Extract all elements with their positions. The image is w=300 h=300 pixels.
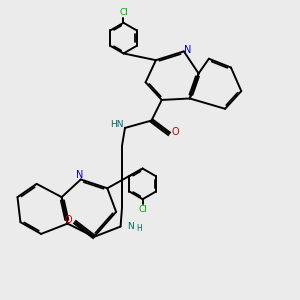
Text: N: N [184,45,191,55]
Text: Cl: Cl [138,205,147,214]
Text: H: H [136,224,142,233]
Text: N: N [127,222,134,231]
Text: O: O [64,215,72,225]
Text: Cl: Cl [119,8,128,17]
Text: O: O [172,127,179,137]
Text: HN: HN [110,121,124,130]
Text: N: N [76,170,83,180]
